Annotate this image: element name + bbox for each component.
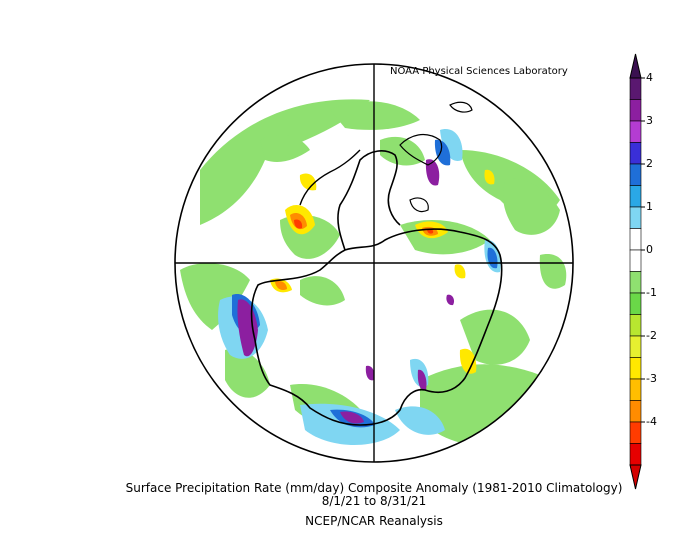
credit-label: NOAA Physical Sciences Laboratory xyxy=(390,66,568,77)
colorbar-tick-label: -1 xyxy=(646,286,657,299)
colorbar-segment xyxy=(629,228,642,251)
anomaly-patch xyxy=(434,139,451,166)
date-range: 8/1/21 to 8/31/21 xyxy=(321,494,427,508)
anomaly-patch xyxy=(425,159,440,186)
colorbar-max-arrow xyxy=(629,53,642,79)
colorbar-tick-label: -3 xyxy=(646,372,657,385)
island-coastline xyxy=(399,133,443,166)
anomaly-patch xyxy=(417,369,427,391)
globe-outline xyxy=(174,63,574,463)
anomaly-patch xyxy=(300,276,345,306)
anomaly-patch xyxy=(395,406,445,435)
colorbar-segment xyxy=(629,206,642,229)
anomaly-patch xyxy=(539,254,567,289)
island-coastline xyxy=(409,197,429,213)
anomaly-patch xyxy=(340,411,364,424)
anomaly-patch xyxy=(180,263,250,330)
map-title: Surface Precipitation Rate (mm/day) Comp… xyxy=(125,481,623,495)
anomaly-patch xyxy=(260,134,310,162)
anomaly-patch xyxy=(484,169,495,185)
colorbar-segment xyxy=(629,443,642,466)
anomaly-patch xyxy=(440,129,463,161)
colorbar-min-arrow xyxy=(629,464,642,490)
colorbar-tick-label: 3 xyxy=(646,114,653,127)
anomaly-patch xyxy=(400,220,490,255)
colorbar-segment xyxy=(629,357,642,380)
south-america-coastline xyxy=(299,149,361,206)
colorbar-segment xyxy=(629,163,642,186)
anomaly-patch xyxy=(237,299,258,357)
anomaly-patch xyxy=(380,136,425,166)
colorbar-tick-label: 0 xyxy=(646,243,653,256)
anomaly-patch xyxy=(294,219,303,229)
anomaly-patch xyxy=(503,178,560,235)
colorbar-tick-label: 4 xyxy=(646,71,653,84)
colorbar-segment xyxy=(629,142,642,165)
colorbar-segment xyxy=(629,99,642,122)
colorbar-segment xyxy=(629,378,642,401)
anomaly-patch xyxy=(225,349,270,398)
colorbar-segment xyxy=(629,77,642,100)
colorbar-segment xyxy=(629,314,642,337)
colorbar-segment xyxy=(629,335,642,358)
colorbar-segment xyxy=(629,400,642,423)
colorbar-tick-label: 2 xyxy=(646,157,653,170)
anomaly-patch xyxy=(299,173,317,191)
colorbar-tick-label: -4 xyxy=(646,415,657,428)
colorbar-segment xyxy=(629,120,642,143)
colorbar-segment xyxy=(629,292,642,315)
colorbar-segment xyxy=(629,271,642,294)
anomaly-patch xyxy=(275,280,287,291)
dataset-label: NCEP/NCAR Reanalysis xyxy=(305,514,443,528)
anomaly-patch xyxy=(330,101,420,130)
colorbar xyxy=(629,53,645,490)
island-coastline xyxy=(449,101,473,113)
anomaly-patch xyxy=(420,364,549,447)
colorbar-segment xyxy=(629,421,642,444)
anomaly-patch xyxy=(446,294,455,306)
anomaly-patch xyxy=(200,99,370,225)
anomaly-patch xyxy=(365,365,375,381)
anomaly-patch xyxy=(459,348,477,374)
antarctica-coastline xyxy=(250,228,503,426)
colorbar-segment xyxy=(629,185,642,208)
anomaly-patch xyxy=(454,264,466,279)
colorbar-tick-label: -2 xyxy=(646,329,657,342)
colorbar-segment xyxy=(629,249,642,272)
colorbar-tick-label: 1 xyxy=(646,200,653,213)
peninsula-coastline xyxy=(337,150,401,251)
